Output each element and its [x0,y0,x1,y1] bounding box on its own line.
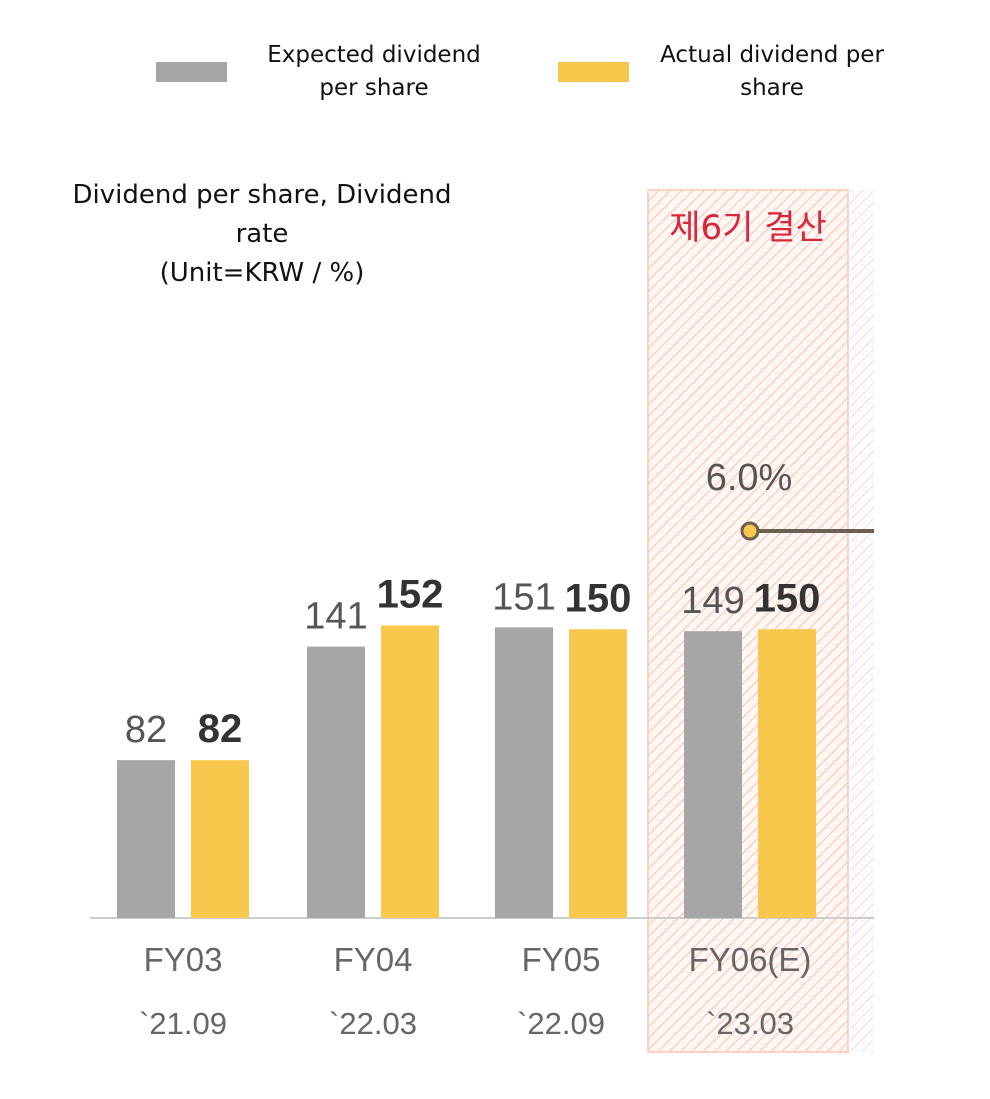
value-label-expected-fy05: 151 [492,576,555,618]
legend-swatch-actual [558,62,629,82]
bar-actual-fy03 [191,760,249,918]
date-label-fy03: `21.09 [139,1006,227,1041]
legend: Expected dividend per share Actual divid… [156,42,884,101]
dividend-rate-marker [740,521,760,541]
value-label-expected-fy06-e: 149 [681,580,744,622]
bar-actual-fy05 [569,629,627,918]
value-label-actual-fy03: 82 [198,707,243,751]
bar-expected-fy06-e [684,631,742,918]
category-label-fy04: FY04 [334,941,413,978]
value-label-actual-fy06-e: 150 [754,576,821,620]
bar-expected-fy03 [117,760,175,918]
value-label-expected-fy03: 82 [125,709,167,751]
legend-label-actual-line2: share [740,75,804,101]
value-label-actual-fy05: 150 [565,576,632,620]
legend-swatch-expected [156,62,227,82]
legend-label-actual-line1: Actual dividend per [660,42,884,68]
bar-actual-fy04 [381,625,439,918]
value-label-expected-fy04: 141 [304,596,367,638]
category-label-fy06-e: FY06(E) [689,941,812,978]
legend-label-expected-line1: Expected dividend [267,42,481,68]
highlight-band [647,189,849,1053]
chart-unit: (Unit=KRW / %) [160,258,365,288]
date-label-fy05: `22.09 [517,1006,605,1041]
value-label-actual-fy04: 152 [377,572,444,616]
bar-expected-fy05 [495,627,553,918]
legend-label-expected-line2: per share [319,75,428,101]
category-label-fy05: FY05 [522,941,601,978]
category-label-fy03: FY03 [144,941,223,978]
bar-expected-fy04 [307,646,365,918]
bar-actual-fy06-e [758,629,816,918]
date-label-fy04: `22.03 [329,1006,417,1041]
date-label-fy06-e: `23.03 [706,1006,794,1041]
highlight-band-edge [850,190,874,1052]
chart-title-line2: rate [236,219,289,249]
highlight-label: 제6기 결산 [669,208,827,248]
dividend-rate-label: 6.0% [706,457,793,499]
chart-title-line1: Dividend per share, Dividend [73,180,452,210]
